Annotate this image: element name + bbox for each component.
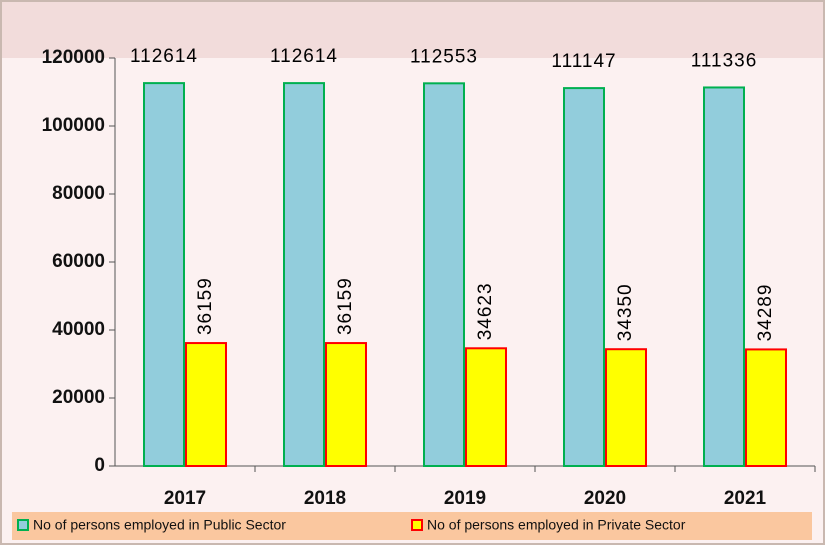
value-label: 112614 (130, 46, 198, 67)
y-tick-label: 0 (94, 455, 105, 476)
bar (606, 349, 646, 466)
y-tick-label: 120000 (42, 47, 105, 68)
page: 0 20000 40000 60000 80000 100000 120000 2017 112… (0, 0, 825, 550)
value-label: 34289 (755, 284, 776, 342)
value-label: 36159 (335, 277, 356, 335)
x-tick-label: 2019 (444, 488, 486, 509)
legend-label: No of persons employed in Public Sector (33, 517, 286, 533)
bar (144, 83, 184, 466)
bar (186, 343, 226, 466)
chart: 0 20000 40000 60000 80000 100000 120000 2017 112… (0, 0, 825, 545)
legend-label: No of persons employed in Private Sector (427, 517, 686, 533)
y-tick-label: 100000 (42, 115, 105, 136)
bar (746, 349, 786, 466)
value-label: 112614 (270, 46, 338, 67)
value-label: 36159 (195, 277, 216, 335)
x-tick-label: 2020 (584, 488, 626, 509)
value-label: 111147 (551, 51, 616, 72)
legend-swatch (18, 520, 28, 530)
x-tick-label: 2017 (164, 488, 206, 509)
x-tick-label: 2021 (724, 488, 767, 509)
bar (466, 348, 506, 466)
x-tick-label: 2018 (304, 488, 346, 509)
y-tick-label: 40000 (52, 319, 105, 340)
chart-background (1, 1, 824, 544)
bar (564, 88, 604, 466)
bar (704, 87, 744, 466)
bar (284, 83, 324, 466)
y-tick-label: 80000 (52, 183, 105, 204)
legend-swatch (412, 520, 422, 530)
bar (424, 83, 464, 466)
value-label: 34623 (475, 282, 496, 340)
value-label: 112553 (410, 46, 478, 67)
y-tick-label: 60000 (52, 251, 105, 272)
value-label: 111336 (691, 50, 758, 71)
value-label: 34350 (615, 283, 636, 341)
bar (326, 343, 366, 466)
y-tick-label: 20000 (52, 387, 105, 408)
